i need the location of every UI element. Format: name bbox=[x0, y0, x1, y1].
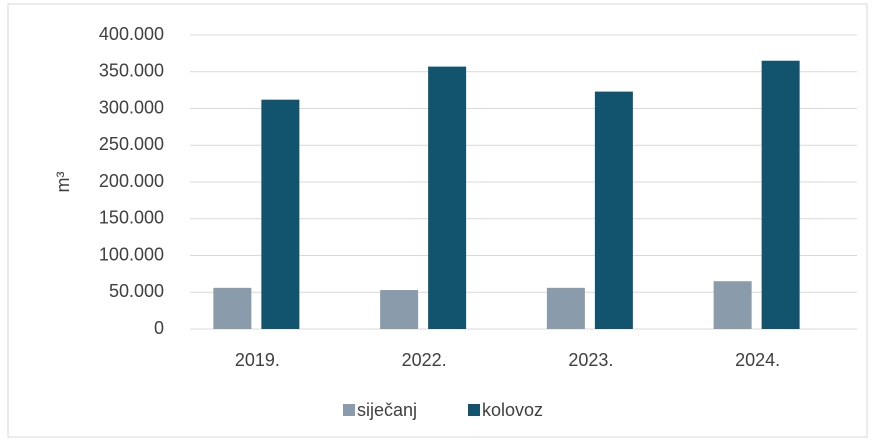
bar bbox=[546, 287, 585, 329]
bar bbox=[594, 91, 633, 329]
bar bbox=[428, 66, 467, 329]
y-tick-label: 350.000 bbox=[99, 61, 164, 81]
y-axis-label: m³ bbox=[53, 172, 73, 193]
bar bbox=[261, 99, 300, 330]
x-tick-label: 2019. bbox=[235, 350, 280, 370]
x-tick-label: 2023. bbox=[568, 350, 613, 370]
y-tick-label: 200.000 bbox=[99, 171, 164, 191]
y-tick-label: 0 bbox=[154, 318, 164, 338]
y-tick-label: 150.000 bbox=[99, 208, 164, 228]
bar bbox=[213, 287, 252, 329]
x-tick-label: 2022. bbox=[402, 350, 447, 370]
bar bbox=[380, 290, 419, 329]
y-tick-label: 50.000 bbox=[109, 281, 164, 301]
chart-frame bbox=[7, 3, 868, 438]
y-tick-label: 100.000 bbox=[99, 244, 164, 264]
bar bbox=[761, 60, 800, 329]
y-tick-label: 300.000 bbox=[99, 97, 164, 117]
x-tick-label: 2024. bbox=[735, 350, 780, 370]
y-tick-label: 400.000 bbox=[99, 24, 164, 44]
y-tick-label: 250.000 bbox=[99, 134, 164, 154]
legend-label: kolovoz bbox=[482, 400, 543, 420]
bar bbox=[713, 281, 752, 329]
legend-label: siječanj bbox=[357, 400, 417, 420]
legend-swatch bbox=[468, 404, 480, 416]
legend-swatch bbox=[343, 404, 355, 416]
